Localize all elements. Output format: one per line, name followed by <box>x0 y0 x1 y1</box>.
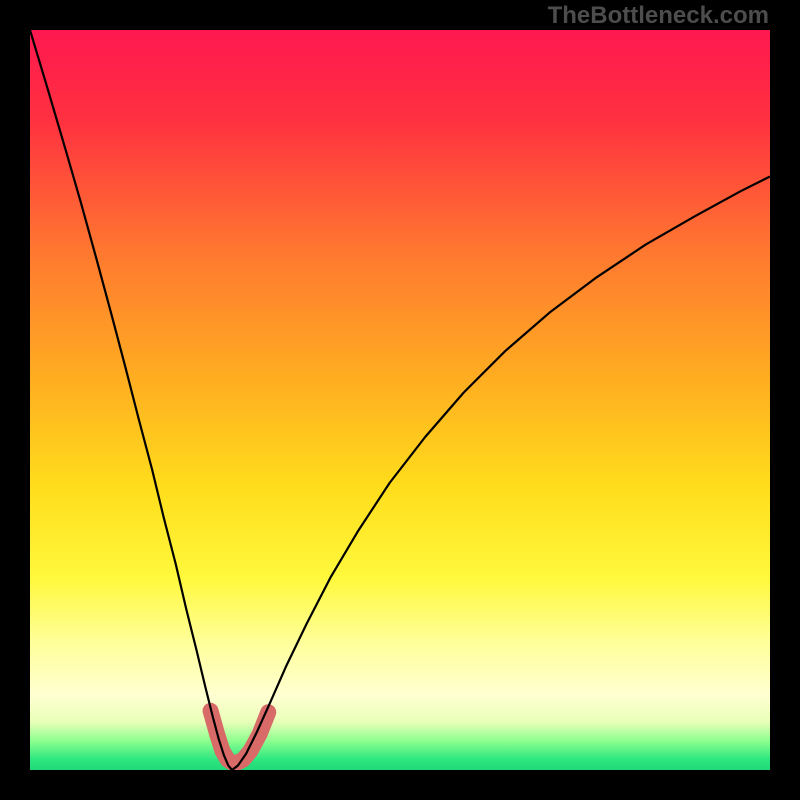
gradient-background <box>30 30 770 770</box>
watermark-text: TheBottleneck.com <box>548 2 769 30</box>
chart-frame <box>0 0 800 800</box>
bottleneck-chart <box>30 30 770 770</box>
